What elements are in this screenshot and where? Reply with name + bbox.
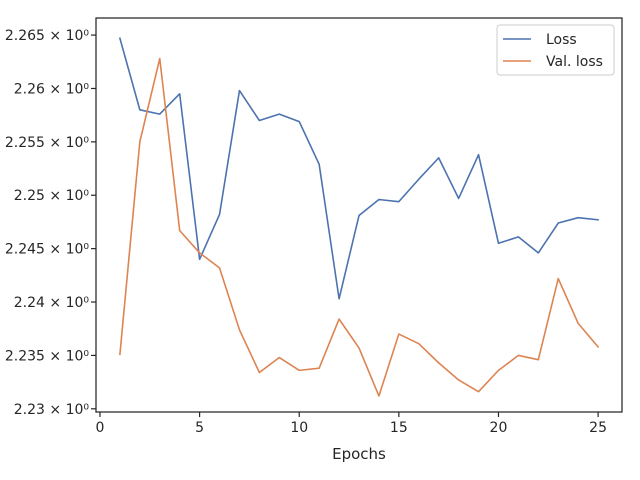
y-tick-label: 2.26 × 10⁰	[14, 81, 90, 97]
y-tick-label: 2.25 × 10⁰	[14, 188, 90, 204]
legend-box	[496, 24, 615, 76]
y-tick-label: 2.23 × 10⁰	[14, 402, 90, 418]
x-tick-label: 0	[96, 420, 105, 436]
series-line-0	[118, 37, 599, 300]
plot-frame	[95, 17, 623, 413]
x-axis-label: Epochs	[332, 445, 386, 463]
y-tick-label: 2.255 × 10⁰	[5, 135, 90, 151]
y-tick-label: 2.24 × 10⁰	[14, 295, 90, 311]
legend-label: Val. loss	[546, 54, 603, 70]
x-tick-label: 5	[195, 420, 204, 436]
series-line-1	[119, 57, 600, 397]
x-tick-label: 25	[589, 420, 607, 436]
y-tick-label: 2.235 × 10⁰	[5, 348, 90, 364]
legend-label: Loss	[546, 32, 577, 48]
x-tick-label: 10	[290, 420, 308, 436]
x-tick-label: 15	[390, 420, 408, 436]
y-tick-label: 2.265 × 10⁰	[5, 28, 90, 44]
legend: Loss Val. loss	[496, 24, 615, 76]
y-tick-label: 2.245 × 10⁰	[5, 242, 90, 258]
x-tick-label: 20	[490, 420, 508, 436]
y-axis: 2.23 × 10⁰ 2.235 × 10⁰ 2.24 × 10⁰ 2.245 × 1…	[5, 28, 96, 418]
series-layer	[118, 37, 600, 397]
x-axis: 0 5 10 15 20 25	[96, 412, 607, 436]
